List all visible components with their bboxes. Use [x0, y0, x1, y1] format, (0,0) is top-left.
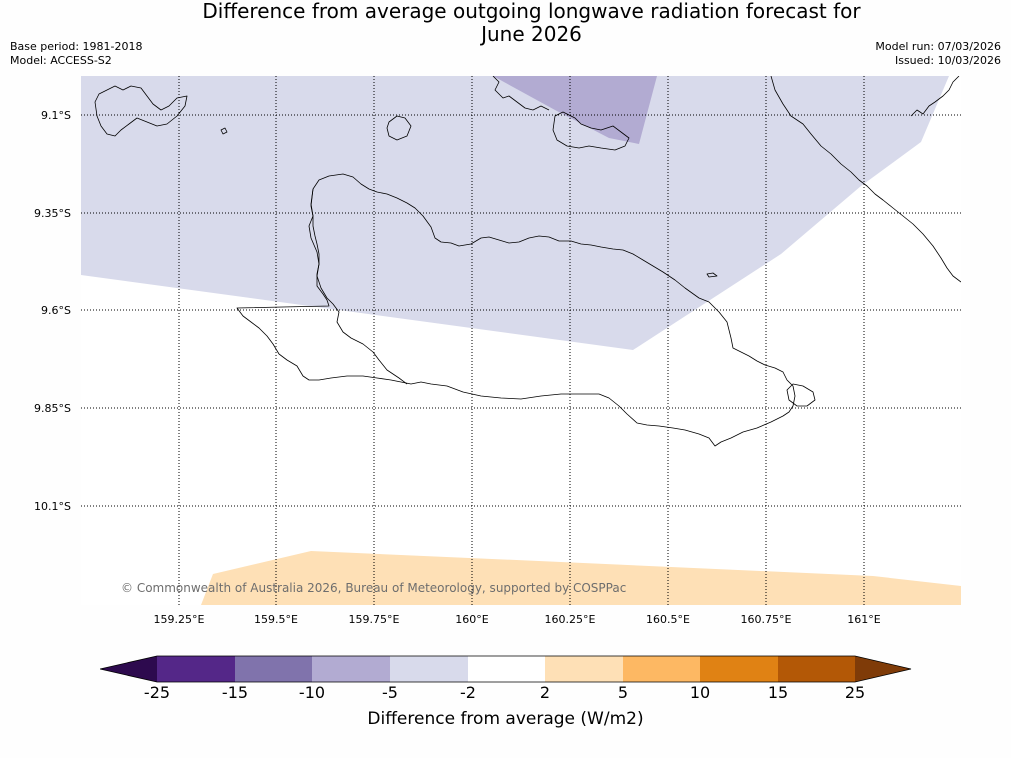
- colorbar-label: Difference from average (W/m2): [367, 709, 644, 729]
- north-islands: [94, 85, 188, 137]
- colorbar-bin: [235, 656, 312, 682]
- colorbar-extend-high: [855, 656, 911, 682]
- colorbar-extend-low: [100, 656, 157, 682]
- colorbar-outline: [100, 655, 912, 683]
- meta-right: Model run: 07/03/2026 Issued: 10/03/2026: [875, 40, 1001, 68]
- anomaly-region-light-purple: [81, 76, 949, 350]
- model-run-text: Model run: 07/03/2026: [875, 40, 1001, 53]
- colorbar-bin: [312, 656, 390, 682]
- colorbar-bin: [545, 656, 623, 682]
- lat-label: 9.1°S: [41, 109, 71, 122]
- meta-left: Base period: 1981-2018 Model: ACCESS-S2: [10, 40, 142, 68]
- chart-title: Difference from average outgoing longwav…: [0, 0, 1011, 46]
- northeast-islands: [910, 76, 960, 117]
- colorbar-tick: -15: [221, 683, 249, 702]
- colorbar-bin: [157, 656, 235, 682]
- coastlines: [94, 76, 961, 447]
- lon-label: 159.25°E: [153, 613, 205, 626]
- colorbar-tick: -5: [382, 683, 398, 702]
- lat-label: 9.35°S: [34, 207, 71, 220]
- colorbar-bin: [468, 656, 545, 682]
- colorbar-tick: -25: [143, 683, 171, 702]
- colorbar-tick: 25: [844, 683, 866, 702]
- lon-label: 159.5°E: [254, 613, 298, 626]
- issued-text: Issued: 10/03/2026: [894, 54, 1001, 67]
- lon-label: 160.25°E: [544, 613, 596, 626]
- islet-east: [706, 272, 718, 278]
- lat-label: 10.1°S: [34, 500, 71, 513]
- east-cape-islands: [786, 383, 816, 407]
- title-line-2: June 2026: [481, 22, 582, 46]
- malaita-coast: [770, 76, 961, 283]
- lat-label: 9.6°S: [41, 304, 71, 317]
- lon-label: 159.75°E: [348, 613, 400, 626]
- colorbar-bin: [778, 656, 855, 682]
- ngella-coast: [492, 76, 550, 111]
- graticule: [81, 76, 961, 605]
- map-svg: [81, 76, 961, 605]
- small-islet: [220, 127, 228, 135]
- lon-label: 160.75°E: [740, 613, 792, 626]
- guadalcanal-coastline: [236, 173, 796, 447]
- title-line-1: Difference from average outgoing longwav…: [202, 0, 861, 23]
- colorbar-tick: -2: [460, 683, 476, 702]
- colorbar-bin: [390, 656, 468, 682]
- west-coast-fix: [308, 188, 408, 385]
- colorbar-tick: 2: [539, 683, 551, 702]
- anomaly-region-light-orange: [201, 551, 961, 605]
- model-text: Model: ACCESS-S2: [10, 54, 112, 67]
- colorbar-bin: [700, 656, 778, 682]
- anomaly-region-medium-purple: [493, 76, 657, 144]
- lon-label: 161°E: [847, 613, 881, 626]
- map-panel: [81, 76, 961, 605]
- lon-label: 160°E: [455, 613, 489, 626]
- florida-islands: [552, 111, 630, 151]
- copyright-text: © Commonwealth of Australia 2026, Bureau…: [121, 581, 627, 595]
- lon-label: 160.5°E: [646, 613, 690, 626]
- colorbar: [100, 655, 912, 683]
- colorbar-tick: 10: [689, 683, 711, 702]
- base-period-text: Base period: 1981-2018: [10, 40, 143, 53]
- colorbar-tick: 5: [617, 683, 629, 702]
- colorbar-bin: [623, 656, 700, 682]
- lat-label: 9.85°S: [34, 402, 71, 415]
- savo-island: [386, 115, 412, 141]
- colorbar-tick: 15: [767, 683, 789, 702]
- colorbar-tick: -10: [298, 683, 326, 702]
